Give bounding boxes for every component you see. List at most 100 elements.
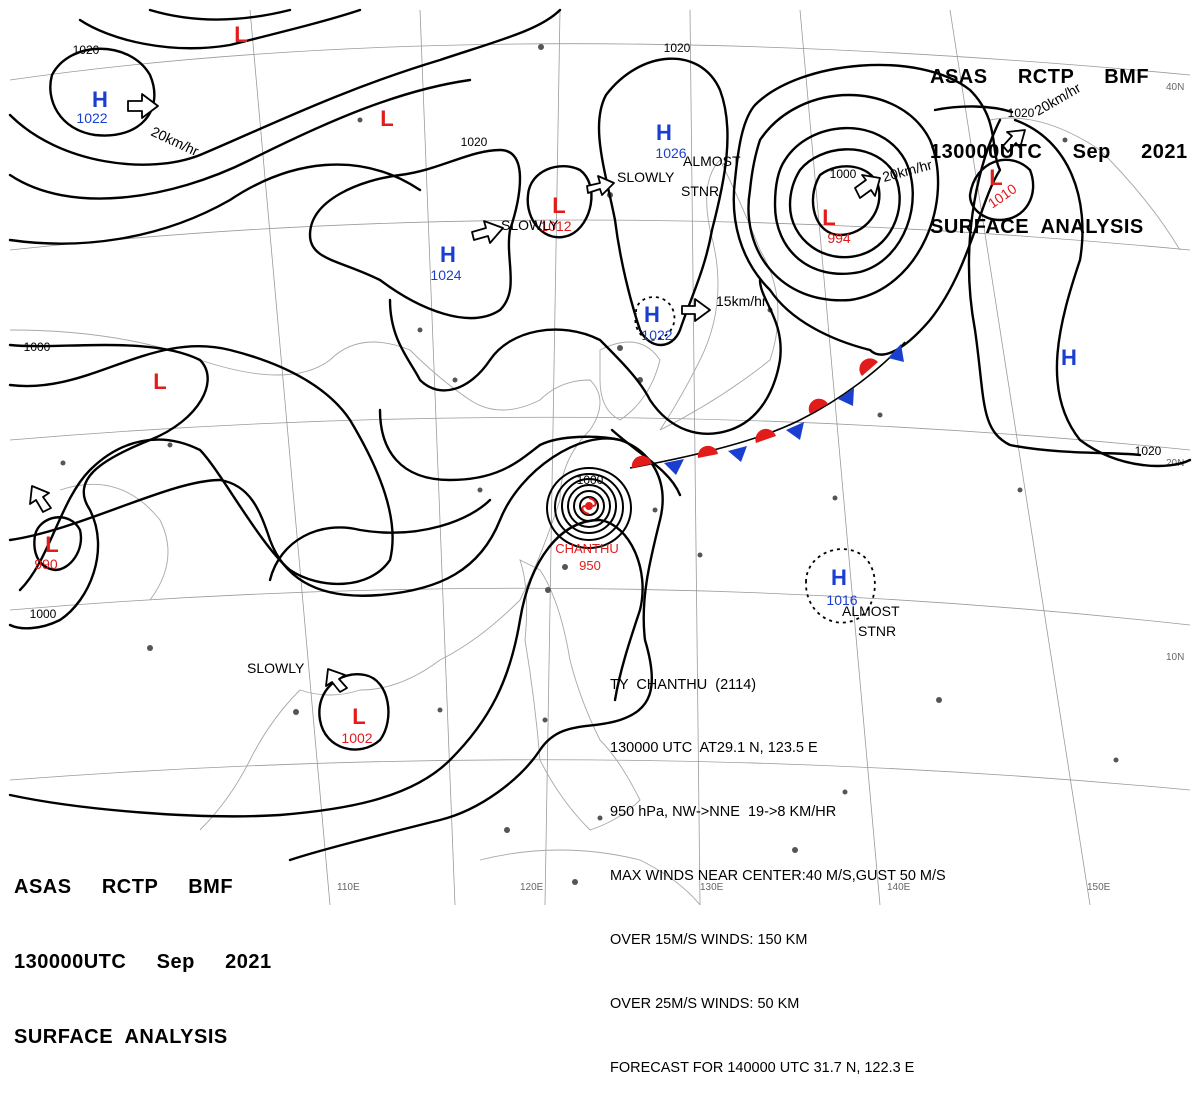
motion-arrow [29, 485, 52, 513]
isobar-label: 1000 [830, 167, 857, 181]
low-center-letter: L [552, 193, 565, 218]
isobar [732, 63, 1002, 356]
header-line-2: 130000UTC Sep 2021 [930, 141, 1188, 163]
dashed-isobar [634, 296, 676, 341]
header-line-1: ASAS RCTP BMF [14, 876, 234, 898]
isobar [8, 437, 664, 862]
high-center-letter: H [656, 120, 672, 145]
high-center-letter: H [440, 242, 456, 267]
isobar [268, 498, 492, 582]
high-center-pressure: 1024 [430, 267, 461, 283]
isobar [148, 8, 292, 21]
isobar [773, 126, 914, 275]
warm-front-semicircle [697, 445, 718, 458]
motion-arrow [586, 175, 615, 196]
motion-arrow [325, 668, 348, 693]
low-center-letter: L [989, 165, 1002, 190]
isobar [1013, 118, 1192, 468]
low-center-letter: L [352, 704, 365, 729]
stationary-front [629, 341, 906, 475]
isobar-label: 1000 [577, 473, 604, 487]
warm-front-semicircle [859, 358, 878, 376]
high-center-letter: H [644, 302, 660, 327]
motion-arrow [681, 298, 711, 322]
typhoon-chanthu-isobars [546, 467, 632, 549]
isobar [8, 518, 644, 818]
graticule [9, 9, 1191, 906]
cold-front-triangle [838, 388, 854, 406]
bulletin-line: MAX WINDS NEAR CENTER:40 M/S,GUST 50 M/S [610, 868, 946, 885]
isobar-label: 1000 [30, 607, 57, 621]
isobar [747, 93, 940, 302]
longitude-labels: 110E 120E 130E 140E 150E [337, 882, 1111, 893]
high-center-pressure: 1022 [641, 327, 672, 343]
low-center-pressure: 990 [34, 556, 58, 572]
surface-analysis-map: 40N 20N 10N 110E 120E 130E 140E 150E [8, 8, 1192, 906]
bulletin-line: OVER 15M/S WINDS: 150 KM [610, 932, 808, 949]
isobar [49, 47, 156, 137]
isobar [78, 8, 362, 50]
typhoon-pressure: 950 [579, 558, 601, 573]
isobar [308, 148, 522, 320]
lon-label-110e: 110E [337, 882, 360, 893]
high-center-letter: H [1061, 345, 1077, 370]
motion-label: ALMOST [842, 603, 900, 619]
low-center-letter: L [234, 22, 247, 47]
high-center-pressure: 1026 [655, 145, 686, 161]
lon-label-150e: 150E [1087, 882, 1111, 893]
low-center-pressure: 994 [827, 230, 851, 246]
isobar-label: 1020 [1135, 444, 1162, 458]
isobar [526, 165, 593, 239]
typhoon-label: CHANTHU 950 [555, 541, 619, 573]
cold-front-triangle [728, 446, 747, 462]
motion-arrow [854, 174, 881, 199]
isobar-label: 1020 [1008, 106, 1035, 120]
low-center-letter: L [822, 205, 835, 230]
high-center-pressure: 1022 [76, 110, 107, 126]
warm-front-semicircle [755, 428, 776, 443]
isobar [8, 78, 472, 200]
typhoon-bulletin: TY CHANTHU (2114) 130000 UTC AT29.1 N, 1… [610, 632, 946, 1101]
motion-arrow [127, 93, 159, 119]
bulletin-line: TY CHANTHU (2114) [610, 676, 757, 693]
bulletin-line: 950 hPa, NW->NNE 19->8 KM/HR [610, 804, 837, 821]
analysis-header-top-right: ASAS RCTP BMF 130000UTC Sep 2021 SURFACE… [930, 15, 1188, 265]
motion-arrows [29, 93, 1026, 693]
header-line-3: SURFACE ANALYSIS [930, 216, 1144, 238]
motion-label: STNR [681, 183, 719, 199]
high-center-pressure: 1016 [826, 592, 857, 608]
isobar [788, 148, 901, 259]
motion-arrow [1002, 129, 1026, 153]
isobar [33, 516, 83, 572]
dashed-isobar [805, 548, 876, 624]
motion-label: 15km/hr [716, 293, 767, 309]
typhoon-name: CHANTHU [555, 541, 619, 556]
lat-label-40n: 40N [1166, 82, 1184, 93]
isobar-label: 1020 [461, 135, 488, 149]
cold-front-triangle [786, 422, 804, 440]
lon-label-140e: 140E [887, 882, 911, 893]
isobar-label: 1020 [73, 43, 100, 57]
isobar-label: 1020 [664, 41, 691, 55]
isobar [8, 163, 422, 245]
isobar [388, 278, 782, 435]
lat-label-10n: 10N [1166, 652, 1184, 663]
header-line-2: 130000UTC Sep 2021 [14, 951, 272, 973]
low-center-letter: L [380, 106, 393, 131]
low-center-letter: L [153, 369, 166, 394]
warm-front-semicircle [631, 455, 652, 468]
isobar [597, 57, 729, 347]
isobar [967, 118, 1142, 457]
high-center-letter: H [831, 565, 847, 590]
cold-front-triangle [888, 344, 904, 362]
motion-label: SLOWLY [617, 169, 675, 185]
isobar-label: 1000 [24, 340, 51, 354]
coastlines [9, 117, 1181, 906]
motion-label: SLOWLY [247, 660, 305, 676]
cold-front-triangle [664, 459, 684, 475]
warm-front-semicircle [808, 398, 828, 414]
high-center-letter: H [92, 87, 108, 112]
low-center-pressure: 1002 [341, 730, 372, 746]
motion-label: STNR [858, 623, 896, 639]
isobars [8, 8, 1192, 862]
